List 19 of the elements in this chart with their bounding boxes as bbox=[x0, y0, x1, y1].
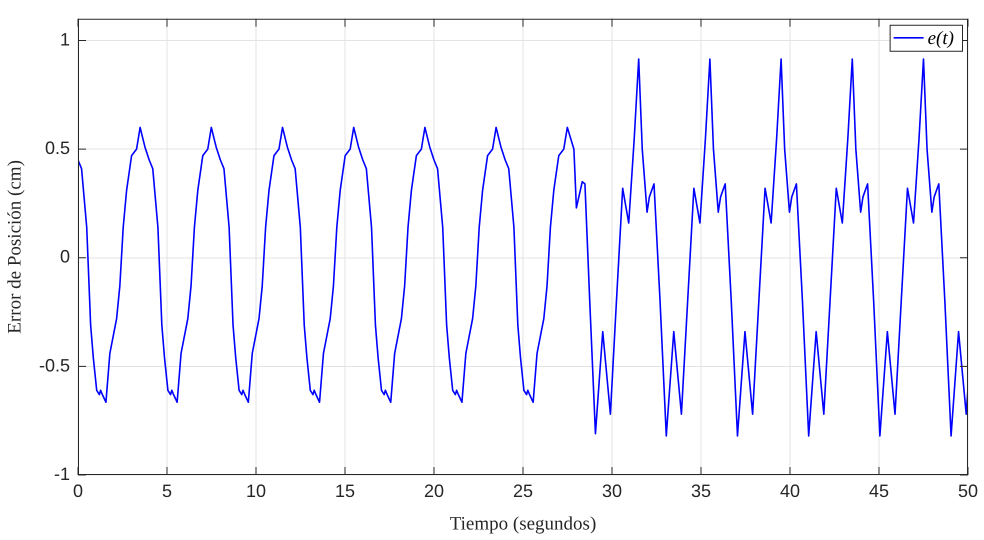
x-tick-label: 20 bbox=[424, 480, 444, 501]
x-tick-label: 30 bbox=[602, 480, 622, 501]
x-tick-label: 35 bbox=[690, 480, 712, 501]
x-tick-label: 10 bbox=[246, 480, 266, 501]
x-tick-label: 15 bbox=[334, 480, 356, 501]
x-tick-label: 40 bbox=[780, 480, 800, 501]
x-axis-title: Tiempo (segundos) bbox=[450, 514, 596, 535]
y-axis-title: Error de Posición (cm) bbox=[4, 160, 26, 334]
x-tick-label: 45 bbox=[868, 480, 890, 501]
y-tick-label: 0.5 bbox=[44, 138, 70, 158]
y-tick-label: -1 bbox=[54, 464, 70, 484]
y-tick-label: 0 bbox=[60, 246, 70, 267]
x-tick-label: 25 bbox=[512, 480, 534, 501]
legend-label: e(t) bbox=[928, 28, 954, 49]
x-tick-label: 0 bbox=[72, 480, 84, 501]
y-tick-label: -0.5 bbox=[38, 355, 70, 376]
y-tick-label: 1 bbox=[60, 29, 70, 50]
x-tick-label: 5 bbox=[162, 480, 172, 501]
x-tick-label: 50 bbox=[958, 480, 978, 501]
